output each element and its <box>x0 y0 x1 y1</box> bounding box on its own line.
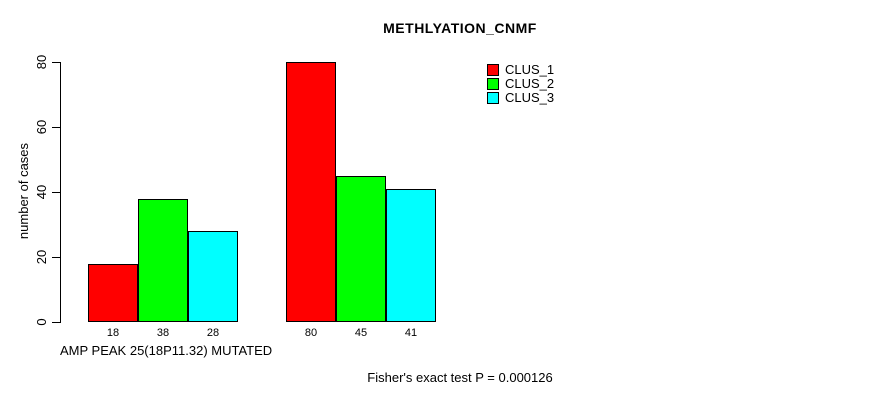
legend: CLUS_1 CLUS_2 CLUS_3 <box>487 63 554 104</box>
legend-item-clus_2: CLUS_2 <box>487 77 554 90</box>
y-axis-line <box>60 62 61 323</box>
bar-value-label: 38 <box>156 327 170 339</box>
y-tick-label: 20 <box>34 249 49 265</box>
y-tick-label: 80 <box>34 54 49 70</box>
bar-clus_3-group1 <box>188 231 238 322</box>
y-tick-mark <box>52 322 60 323</box>
bar-clus_1-group1 <box>88 263 138 322</box>
y-tick-mark <box>52 192 60 193</box>
bar-value-label: 80 <box>304 327 318 339</box>
x-axis-caption: AMP PEAK 25(18P11.32) MUTATED <box>60 343 273 358</box>
legend-swatch-icon <box>487 63 499 76</box>
bar-value-label: 18 <box>106 327 120 339</box>
y-tick-mark <box>52 257 60 258</box>
bar-value-label: 28 <box>206 327 220 339</box>
legend-label: CLUS_1 <box>505 62 555 77</box>
legend-label: CLUS_2 <box>505 76 555 91</box>
chart-title: METHLYATION_CNMF <box>383 20 537 36</box>
bar-clus_2-group1 <box>138 198 188 322</box>
y-tick-mark <box>52 127 60 128</box>
legend-swatch-icon <box>487 91 499 104</box>
y-tick-label: 40 <box>34 184 49 200</box>
bar-value-label: 45 <box>354 327 368 339</box>
y-tick-label: 0 <box>34 318 49 326</box>
bar-clus_3-group2 <box>386 188 436 322</box>
bar-clus_2-group2 <box>336 175 386 322</box>
legend-swatch-icon <box>487 77 499 90</box>
y-tick-label: 60 <box>34 119 49 135</box>
y-tick-mark <box>52 62 60 63</box>
legend-label: CLUS_3 <box>505 90 555 105</box>
legend-item-clus_1: CLUS_1 <box>487 63 554 76</box>
bar-clus_1-group2 <box>286 62 336 322</box>
y-axis-label: number of cases <box>16 142 31 240</box>
fisher-test-annotation: Fisher's exact test P = 0.000126 <box>367 370 553 385</box>
bar-value-label: 41 <box>404 327 418 339</box>
legend-item-clus_3: CLUS_3 <box>487 91 554 104</box>
